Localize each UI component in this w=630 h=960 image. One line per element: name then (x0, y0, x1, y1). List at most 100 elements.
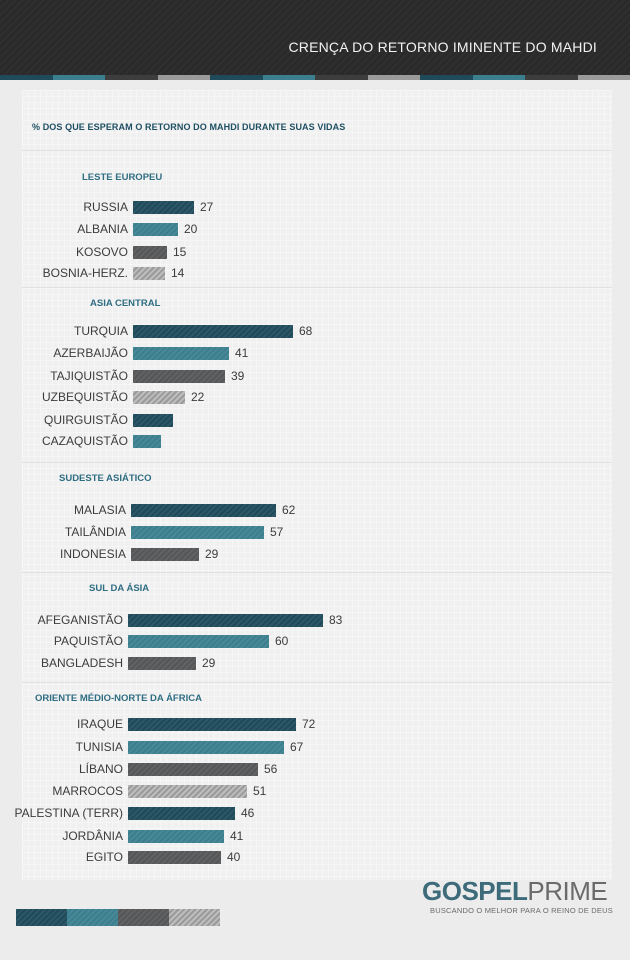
group-divider (22, 150, 612, 151)
swatch-darkgray (118, 909, 169, 926)
value-label: 39 (231, 369, 245, 383)
chart-subtitle: % DOS QUE ESPERAM O RETORNO DO MAHDI DUR… (32, 122, 346, 132)
logo-wordmark: GOSPELPRIME (422, 876, 608, 907)
value-label: 68 (299, 324, 313, 338)
bar (133, 246, 167, 259)
category-label: TAILÂNDIA (64, 525, 126, 539)
stripe-segment (52, 75, 105, 80)
value-label: 57 (270, 525, 284, 539)
category-label: CAZAQUISTÃO (41, 434, 128, 448)
value-label: 72 (302, 717, 316, 731)
stripe-segment (420, 75, 473, 80)
group-heading: SUDESTE ASIÁTICO (59, 473, 152, 484)
stripe-segment (525, 75, 578, 80)
value-label: 46 (241, 806, 255, 820)
value-label: 27 (200, 200, 214, 214)
category-label: AZERBAIJÃO (53, 346, 128, 360)
category-label: PAQUISTÃO (53, 634, 123, 648)
bar (133, 414, 173, 427)
bar (128, 614, 323, 627)
bar (128, 763, 258, 776)
bar (133, 325, 293, 338)
category-label: QUIRGUISTÃO (43, 413, 128, 427)
group-divider (22, 462, 612, 463)
bar (128, 635, 269, 648)
bar (131, 548, 199, 561)
value-label: 56 (264, 762, 278, 776)
value-label: 51 (253, 784, 267, 798)
stripe-segment (262, 75, 315, 80)
category-label: TURQUIA (74, 324, 128, 338)
category-label: TUNISIA (75, 740, 123, 754)
category-label: EGITO (85, 850, 123, 864)
stripe-segment (157, 75, 210, 80)
bar (133, 267, 165, 280)
value-label: 14 (171, 266, 185, 280)
value-label: 29 (205, 547, 219, 561)
value-label: 20 (184, 222, 198, 236)
bar (128, 785, 247, 798)
value-label: 41 (235, 346, 249, 360)
category-label: MALASIA (73, 503, 126, 517)
group-heading: ORIENTE MÉDIO-NORTE DA ÁFRICA (35, 693, 202, 704)
value-label: 29 (202, 656, 216, 670)
category-label: BOSNIA-HERZ. (42, 266, 128, 280)
logo-brand-b: PRIME (527, 876, 608, 906)
category-label: JORDÂNIA (62, 829, 123, 843)
value-label: 15 (173, 245, 187, 259)
category-label: TAJIQUISTÃO (50, 369, 128, 383)
swatch-teal (67, 909, 118, 926)
header-stripe (0, 75, 630, 80)
value-label: 62 (282, 503, 296, 517)
swatch-lightgray (169, 909, 220, 926)
stripe-segment (472, 75, 525, 80)
chart-panel (22, 90, 612, 880)
value-label: 40 (227, 850, 241, 864)
category-label: INDONESIA (59, 547, 126, 561)
bar (133, 223, 178, 236)
bar (133, 391, 185, 404)
category-label: KOSOVO (75, 245, 128, 259)
category-label: ALBANIA (77, 222, 128, 236)
group-divider (22, 287, 612, 288)
stripe-segment (105, 75, 158, 80)
bar (133, 370, 225, 383)
bar (133, 201, 194, 214)
stripe-segment (577, 75, 630, 80)
bar (128, 830, 224, 843)
category-label: IRAQUE (76, 717, 123, 731)
bar (131, 504, 276, 517)
logo-tagline: BUSCANDO O MELHOR PARA O REINO DE DEUS (430, 906, 613, 915)
stripe-segment (210, 75, 263, 80)
category-label: RUSSIA (83, 200, 128, 214)
value-label: 22 (191, 390, 205, 404)
category-label: BANGLADESH (40, 656, 123, 670)
category-label: PALESTINA (TERR) (14, 806, 123, 820)
bar (128, 741, 284, 754)
group-heading: LESTE EUROPEU (82, 172, 163, 183)
bar (131, 526, 264, 539)
header-banner: CRENÇA DO RETORNO IMINENTE DO MAHDI (0, 0, 630, 75)
category-label: AFEGANISTÃO (37, 613, 123, 627)
logo-brand-a: GOSPEL (422, 876, 528, 906)
bar (128, 718, 296, 731)
bar (133, 435, 161, 448)
stripe-segment (0, 75, 53, 80)
category-label: UZBEQUISTÃO (41, 390, 128, 404)
group-heading: SUL DA ÁSIA (89, 583, 150, 594)
group-divider (22, 572, 612, 573)
bar (128, 851, 221, 864)
value-label: 60 (275, 634, 289, 648)
page-title: CRENÇA DO RETORNO IMINENTE DO MAHDI (288, 39, 597, 55)
swatch-navy (16, 909, 67, 926)
value-label: 41 (230, 829, 244, 843)
stripe-segment (367, 75, 420, 80)
group-divider (22, 682, 612, 683)
value-label: 83 (329, 613, 343, 627)
bar (128, 807, 235, 820)
value-label: 67 (290, 740, 304, 754)
gospel-prime-logo: GOSPELPRIME BUSCANDO O MELHOR PARA O REI… (420, 876, 613, 916)
category-label: MARROCOS (52, 784, 123, 798)
bar (128, 657, 196, 670)
stripe-segment (315, 75, 368, 80)
